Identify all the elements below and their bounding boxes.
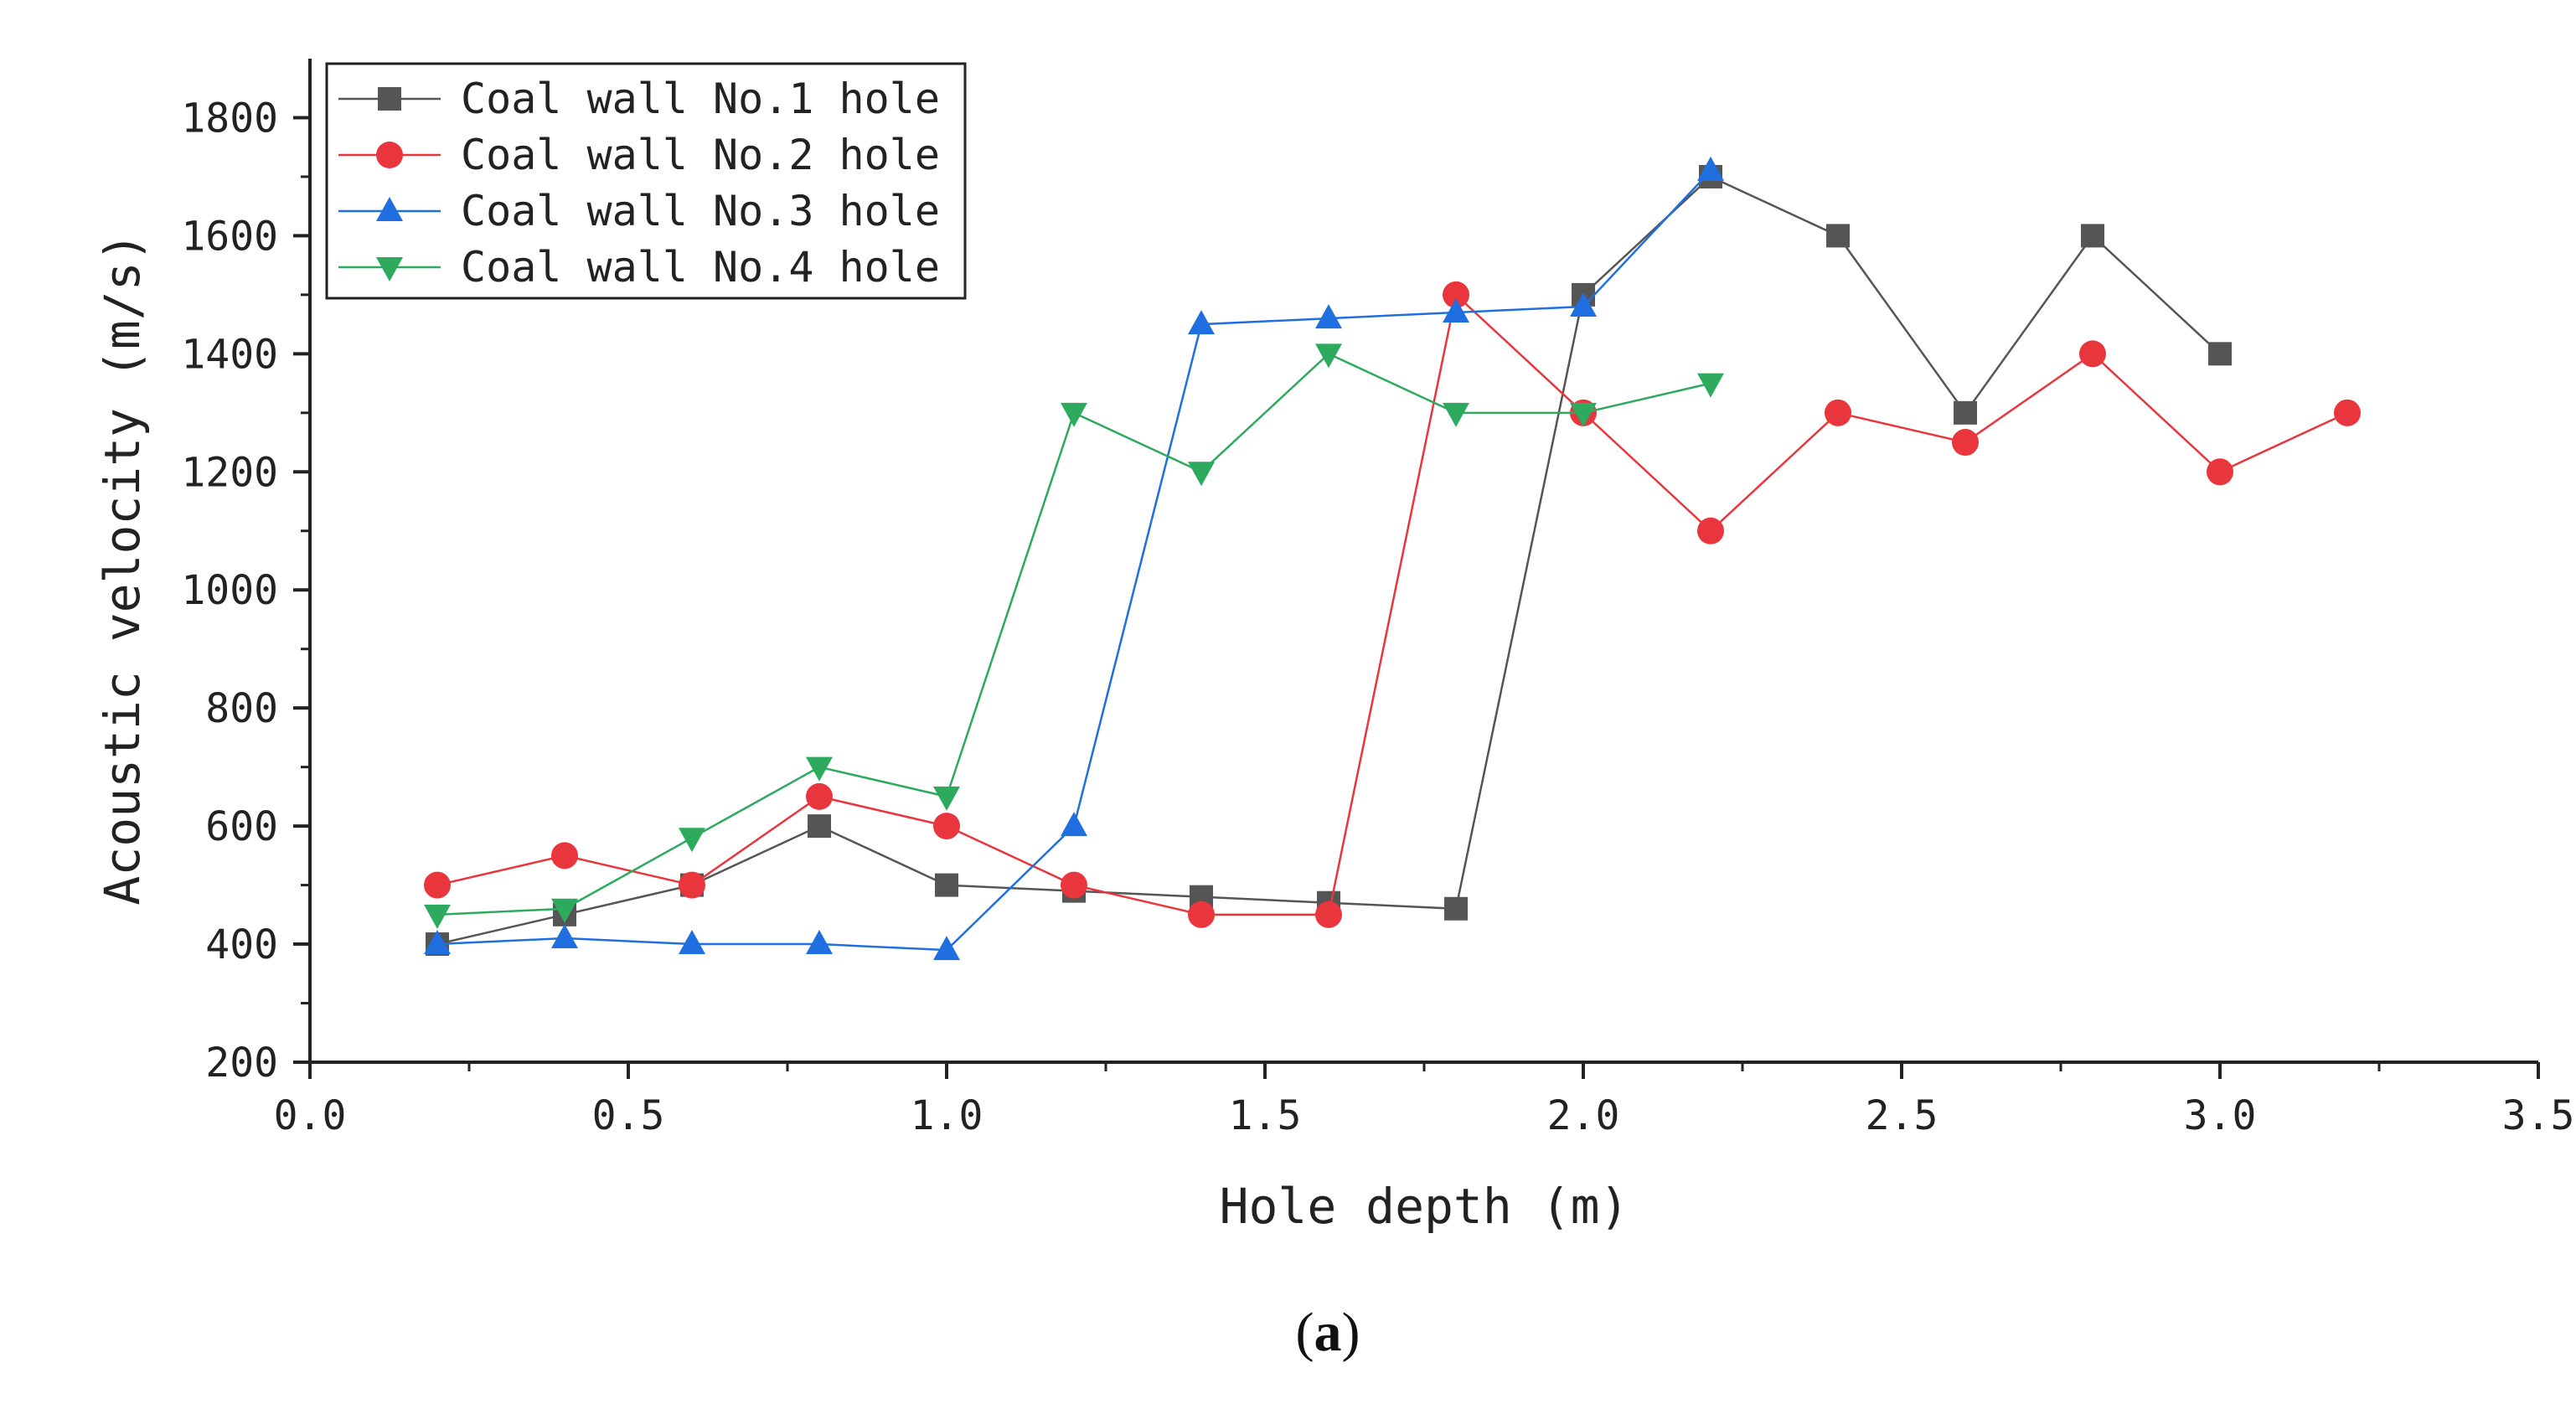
series-3-point [933,936,960,961]
series-3-point [1570,292,1597,317]
series-4-point [1570,402,1597,427]
y-axis-title: Acoustic velocity (m/s) [94,232,151,905]
series-2-line [436,292,2348,916]
series-4-point [933,786,960,811]
panel-label: (a) [1296,1302,1360,1363]
series-3-point [679,930,705,955]
panel-label-open: ( [1296,1302,1314,1363]
legend-marker [376,257,403,281]
legend: Coal wall No.1 hole Coal wall No.2 hole Co… [325,62,967,300]
series-4-point [1697,373,1724,398]
panel-label-letter: a [1314,1302,1342,1363]
y-tick-label: 400 [205,921,278,968]
series-4-point [424,904,451,929]
series-4-point [1443,402,1469,427]
series-2-point [1315,901,1342,928]
series-4 [424,343,1724,929]
series-2-point [1697,517,1724,545]
x-tick-label: 3.5 [2502,1092,2575,1139]
plot-area [424,156,2361,961]
x-tick-label: 2.0 [1547,1092,1620,1139]
series-3-point [1443,298,1469,323]
legend-label: Coal wall No.3 hole [461,187,940,235]
legend-label: Coal wall No.2 hole [461,131,940,179]
legend-marker [376,142,403,168]
y-tick-label: 1800 [181,95,278,142]
series-4-point [806,756,833,782]
series-2-point [1952,429,1979,457]
legend-marker [376,197,403,221]
series-1-point [1826,224,1850,248]
series-3-point [551,924,578,949]
series-4-point [1315,343,1342,369]
series-3-point [1188,310,1215,335]
series-4-point [1188,462,1215,487]
series-3-point [424,930,451,955]
series-layer [424,156,2361,961]
y-tick-label: 600 [205,803,278,850]
legend-item-2: Coal wall No.2 hole [338,131,940,179]
series-3-point [806,930,833,955]
x-axis-title: Hole depth (m) [1220,1178,1629,1235]
y-tick-label: 200 [205,1040,278,1086]
series-4-point [1061,402,1087,427]
legend-item-3: Coal wall No.3 hole [338,187,940,235]
series-2-point [2079,340,2106,368]
x-tick-label: 3.0 [2184,1092,2257,1139]
legend-item-1: Coal wall No.1 hole [338,75,940,123]
series-1-point [2208,342,2232,366]
series-2 [424,281,2361,928]
y-tick-label: 800 [205,685,278,732]
series-2-point [679,871,705,899]
series-1-point [1954,400,1977,425]
series-1-point [2081,224,2104,248]
legend-label: Coal wall No.4 hole [461,243,940,292]
series-2-point [1061,871,1087,899]
x-tick-label: 1.0 [911,1092,983,1139]
y-tick-label: 1600 [181,213,278,260]
series-4-point [679,828,705,853]
x-tick-label: 0.0 [274,1092,347,1139]
series-2-point [2207,458,2233,486]
series-2-point [1825,399,1851,426]
y-tick-label: 1200 [181,449,278,496]
x-tick-label: 1.5 [1229,1092,1302,1139]
series-1-point [1444,896,1468,921]
series-2-point [2334,399,2361,426]
series-1-point [935,873,958,897]
y-axis-ticks: 200 400 600 800 1000 1200 1400 1600 1800 [181,95,310,1086]
series-4-point [551,898,578,923]
series-3 [424,156,1724,961]
series-3-point [1061,812,1087,837]
legend-item-4: Coal wall No.4 hole [338,243,940,292]
series-2-point [1443,281,1469,308]
series-2-point [424,871,451,899]
legend-marker [378,87,401,111]
x-axis-ticks: 0.0 0.5 1.0 1.5 2.0 2.5 3.0 3.5 [274,1062,2575,1139]
series-2-point [551,842,578,870]
legend-label: Coal wall No.1 hole [461,75,940,123]
x-tick-label: 0.5 [592,1092,665,1139]
legend-box [325,62,967,300]
y-tick-label: 1400 [181,331,278,378]
series-2-point [1188,901,1215,928]
series-3-point [1315,304,1342,329]
y-tick-label: 1000 [181,567,278,614]
series-2-point [933,813,960,840]
series-3-point [1697,156,1724,181]
series-1-point [808,814,831,839]
panel-label-close: ) [1342,1302,1360,1363]
x-tick-label: 2.5 [1866,1092,1938,1139]
series-2-point [806,782,833,810]
